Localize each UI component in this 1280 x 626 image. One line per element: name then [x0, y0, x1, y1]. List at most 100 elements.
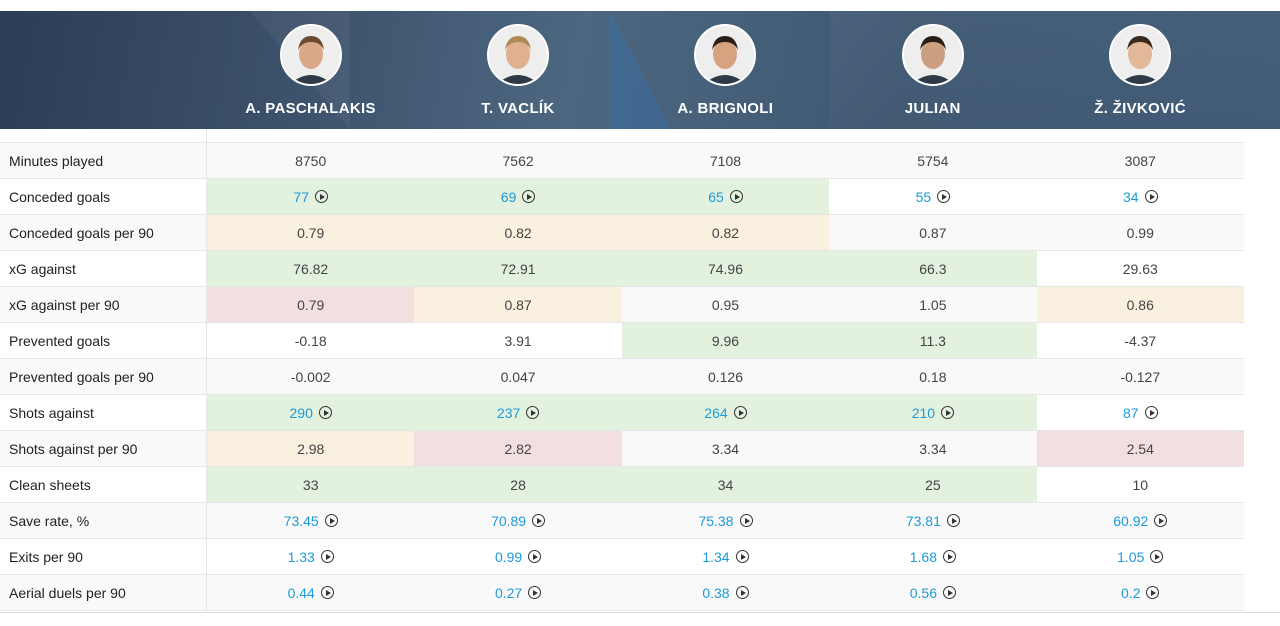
stat-value[interactable]: 0.56: [909, 584, 937, 601]
stat-value[interactable]: 65: [708, 188, 724, 205]
stat-cell[interactable]: 65: [621, 179, 830, 214]
table-row: Exits per 90 1.33 0.99 1.34 1.68 1.05: [0, 539, 1244, 575]
play-circle-icon[interactable]: [528, 550, 542, 563]
play-circle-icon[interactable]: [946, 514, 960, 527]
play-circle-icon[interactable]: [1144, 406, 1158, 419]
stat-cell[interactable]: 0.56: [829, 575, 1037, 610]
stat-value[interactable]: 1.33: [287, 548, 315, 565]
play-circle-icon[interactable]: [729, 190, 743, 203]
play-circle-icon[interactable]: [942, 550, 956, 563]
stat-cell[interactable]: 1.68: [829, 539, 1037, 574]
stat-value[interactable]: 1.68: [909, 548, 937, 565]
stat-cell: 0.18: [829, 359, 1037, 394]
stat-value[interactable]: 1.34: [702, 548, 730, 565]
stat-value[interactable]: 0.38: [702, 584, 730, 601]
player-column-header[interactable]: Ž. ŽIVKOVIĆ: [1037, 24, 1244, 117]
stat-value[interactable]: 34: [1122, 188, 1139, 205]
stat-cell[interactable]: 60.92: [1036, 503, 1244, 538]
stat-cell[interactable]: 290: [207, 395, 415, 430]
player-column-header[interactable]: A. PASCHALAKIS: [207, 24, 414, 117]
play-circle-icon[interactable]: [1146, 586, 1160, 599]
player-photo-icon[interactable]: [486, 24, 549, 86]
stat-cell[interactable]: 0.99: [414, 539, 622, 574]
play-circle-icon[interactable]: [318, 406, 332, 419]
play-circle-icon[interactable]: [735, 550, 749, 563]
stat-value[interactable]: 0.44: [287, 584, 315, 601]
play-circle-icon[interactable]: [739, 514, 753, 527]
stat-value[interactable]: 210: [911, 404, 936, 421]
stat-cell[interactable]: 1.33: [207, 539, 415, 574]
row-label: Prevented goals per 90: [0, 359, 207, 394]
player-photo-icon[interactable]: [279, 24, 342, 86]
play-circle-icon[interactable]: [324, 514, 338, 527]
stat-cell[interactable]: 1.05: [1036, 539, 1244, 574]
stat-value[interactable]: 70.89: [491, 512, 527, 529]
play-circle-icon[interactable]: [320, 550, 334, 563]
player-photo-icon[interactable]: [1109, 24, 1172, 86]
stat-cell[interactable]: 0.27: [414, 575, 622, 610]
stat-cell[interactable]: 77: [207, 179, 415, 214]
stat-value[interactable]: 69: [500, 188, 517, 205]
play-circle-icon[interactable]: [532, 514, 546, 527]
stat-value[interactable]: 75.38: [698, 512, 734, 529]
stat-value[interactable]: 77: [293, 188, 309, 205]
stat-value[interactable]: 0.2: [1121, 584, 1141, 601]
stat-value[interactable]: 264: [704, 404, 728, 421]
stat-value[interactable]: 73.45: [283, 512, 319, 529]
player-column-header[interactable]: JULIAN: [829, 24, 1036, 117]
stat-cell[interactable]: 75.38: [621, 503, 830, 538]
player-name[interactable]: A. BRIGNOLI: [677, 100, 774, 117]
play-circle-icon[interactable]: [937, 190, 951, 203]
table-bottom-border: [0, 612, 1280, 613]
stat-value[interactable]: 290: [289, 404, 313, 421]
player-name[interactable]: T. VACLÍK: [481, 100, 555, 117]
stat-cell[interactable]: 0.44: [207, 575, 415, 610]
play-circle-icon[interactable]: [1154, 514, 1168, 527]
stat-value[interactable]: 0.27: [494, 584, 523, 601]
stat-value[interactable]: 73.81: [905, 512, 941, 529]
stat-cell[interactable]: 55: [829, 179, 1037, 214]
stat-value[interactable]: 237: [496, 404, 521, 421]
stat-cell: 74.96: [621, 251, 830, 286]
play-circle-icon[interactable]: [320, 586, 334, 599]
play-circle-icon[interactable]: [942, 586, 956, 599]
stat-value[interactable]: 1.05: [1117, 548, 1145, 565]
play-circle-icon[interactable]: [1150, 550, 1164, 563]
player-name[interactable]: A. PASCHALAKIS: [245, 100, 376, 117]
play-circle-icon[interactable]: [522, 190, 536, 203]
stat-cell[interactable]: 73.45: [207, 503, 415, 538]
stat-cell[interactable]: 70.89: [414, 503, 622, 538]
player-name[interactable]: Ž. ŽIVKOVIĆ: [1094, 100, 1186, 117]
player-photo-icon[interactable]: [694, 24, 757, 86]
play-circle-icon[interactable]: [735, 586, 749, 599]
play-circle-icon[interactable]: [733, 406, 747, 419]
row-label: [0, 129, 207, 142]
player-name[interactable]: JULIAN: [904, 100, 961, 117]
stat-value[interactable]: 87: [1122, 404, 1139, 421]
stat-cell[interactable]: 0.2: [1036, 575, 1244, 610]
play-circle-icon[interactable]: [941, 406, 955, 419]
stat-cell[interactable]: 210: [829, 395, 1037, 430]
play-circle-icon[interactable]: [528, 586, 542, 599]
player-column-header[interactable]: A. BRIGNOLI: [622, 24, 829, 117]
stat-value[interactable]: 55: [915, 188, 932, 205]
player-photo-icon[interactable]: [901, 24, 964, 86]
stat-cell: 2.98: [207, 431, 415, 466]
stat-value: 1.05: [919, 296, 947, 313]
stat-cell[interactable]: 34: [1036, 179, 1244, 214]
stat-cell[interactable]: 69: [414, 179, 622, 214]
stat-value[interactable]: 60.92: [1113, 512, 1149, 529]
table-row: Prevented goals per 90 -0.002 0.047 0.126 0.…: [0, 359, 1244, 395]
stat-cell[interactable]: 1.34: [621, 539, 830, 574]
play-circle-icon[interactable]: [1144, 190, 1158, 203]
play-circle-icon[interactable]: [314, 190, 328, 203]
stat-cell[interactable]: 87: [1036, 395, 1244, 430]
stat-cell[interactable]: 237: [414, 395, 622, 430]
stat-cell[interactable]: 73.81: [829, 503, 1037, 538]
stat-value[interactable]: 0.99: [494, 548, 523, 565]
stat-value: 25: [925, 476, 941, 493]
stat-cell[interactable]: 0.38: [621, 575, 830, 610]
play-circle-icon[interactable]: [526, 406, 540, 419]
stat-cell[interactable]: 264: [621, 395, 830, 430]
player-column-header[interactable]: T. VACLÍK: [414, 24, 621, 117]
